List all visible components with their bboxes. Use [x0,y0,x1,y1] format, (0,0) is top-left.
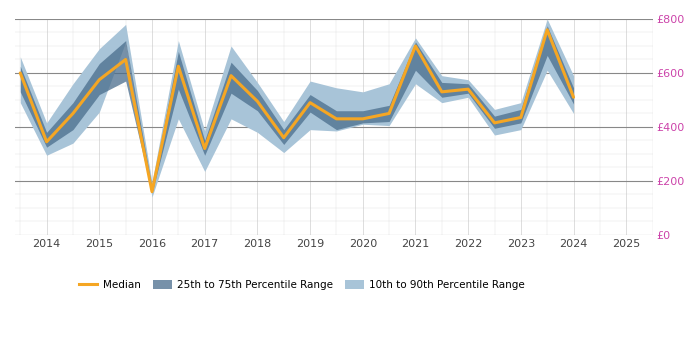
Legend: Median, 25th to 75th Percentile Range, 10th to 90th Percentile Range: Median, 25th to 75th Percentile Range, 1… [74,276,529,294]
